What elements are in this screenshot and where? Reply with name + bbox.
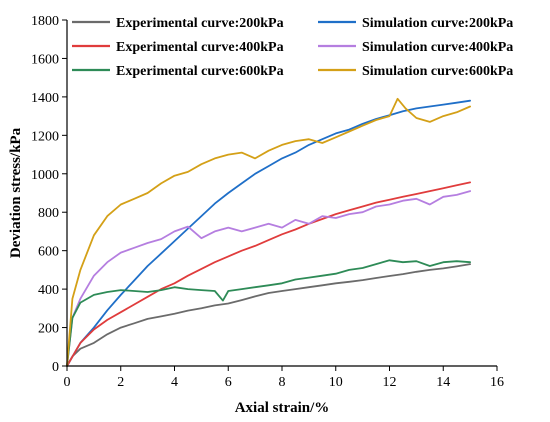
x-tick-label: 0 [64, 375, 71, 390]
series-line-4 [66, 190, 472, 367]
x-tick-label: 12 [383, 375, 397, 390]
y-tick-label: 600 [38, 245, 59, 260]
y-tick-label: 200 [38, 322, 59, 337]
y-axis-label: Deviation stress/kPa [8, 127, 24, 258]
y-ticks: 0 200 400 600 800 1000 1200 1400 1600 1800 [31, 14, 67, 375]
y-tick-label: 1000 [31, 168, 59, 183]
x-tick-label: 4 [171, 375, 178, 390]
series-line-2 [66, 99, 472, 367]
y-tick-label: 1800 [31, 14, 59, 29]
x-tick-label: 14 [436, 375, 450, 390]
legend-label: Experimental curve:400kPa [116, 40, 284, 55]
x-tick-label: 2 [117, 375, 124, 390]
y-tick-label: 800 [38, 206, 59, 221]
legend: Experimental curve:200kPa Simulation curv… [72, 16, 513, 79]
series-line-6 [66, 97, 472, 367]
series-line-1 [66, 263, 472, 367]
series-line-5 [66, 259, 472, 367]
y-tick-label: 0 [52, 360, 59, 375]
legend-label: Experimental curve:600kPa [116, 64, 284, 79]
x-tick-label: 16 [490, 375, 504, 390]
x-tick-label: 10 [329, 375, 343, 390]
series-layer [66, 97, 472, 367]
x-tick-label: 8 [279, 375, 286, 390]
y-tick-label: 1200 [31, 129, 59, 144]
x-tick-label: 6 [225, 375, 232, 390]
y-tick-label: 400 [38, 283, 59, 298]
series-line-3 [66, 181, 472, 367]
x-ticks: 0 2 4 6 8 10 12 14 16 [64, 366, 504, 390]
legend-label: Simulation curve:600kPa [362, 64, 513, 79]
y-tick-label: 1400 [31, 91, 59, 106]
legend-label: Experimental curve:200kPa [116, 16, 284, 31]
legend-label: Simulation curve:200kPa [362, 16, 513, 31]
x-axis-label: Axial strain/% [235, 400, 330, 416]
legend-label: Simulation curve:400kPa [362, 40, 513, 55]
y-tick-label: 1600 [31, 52, 59, 67]
